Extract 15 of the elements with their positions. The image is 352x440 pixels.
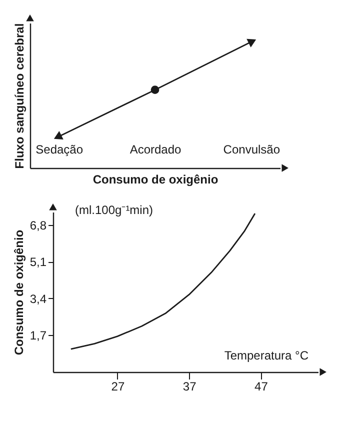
y-tick-label: 3,4	[30, 292, 47, 306]
x-tick-label: Acordado	[130, 142, 182, 156]
y-axis-title: Consumo de oxigênio	[12, 230, 26, 356]
y-axis-title: Fluxo sanguíneo cerebral	[12, 23, 26, 169]
x-tick-label: 37	[182, 380, 197, 394]
annotation: (ml.100g⁻¹min)	[75, 203, 154, 217]
x-tick-label: Convulsão	[223, 142, 280, 156]
y-tick-label: 6,8	[30, 218, 47, 232]
y-tick-label: 5,1	[30, 255, 47, 270]
y-tick-label: 1,7	[30, 328, 47, 343]
x-axis-title: Temperatura °C	[224, 348, 309, 362]
x-tick-label: 47	[254, 380, 268, 394]
x-tick-label: Sedação	[36, 142, 84, 156]
x-tick-label: 27	[111, 380, 125, 394]
x-axis-title: Consumo de oxigênio	[92, 172, 218, 186]
